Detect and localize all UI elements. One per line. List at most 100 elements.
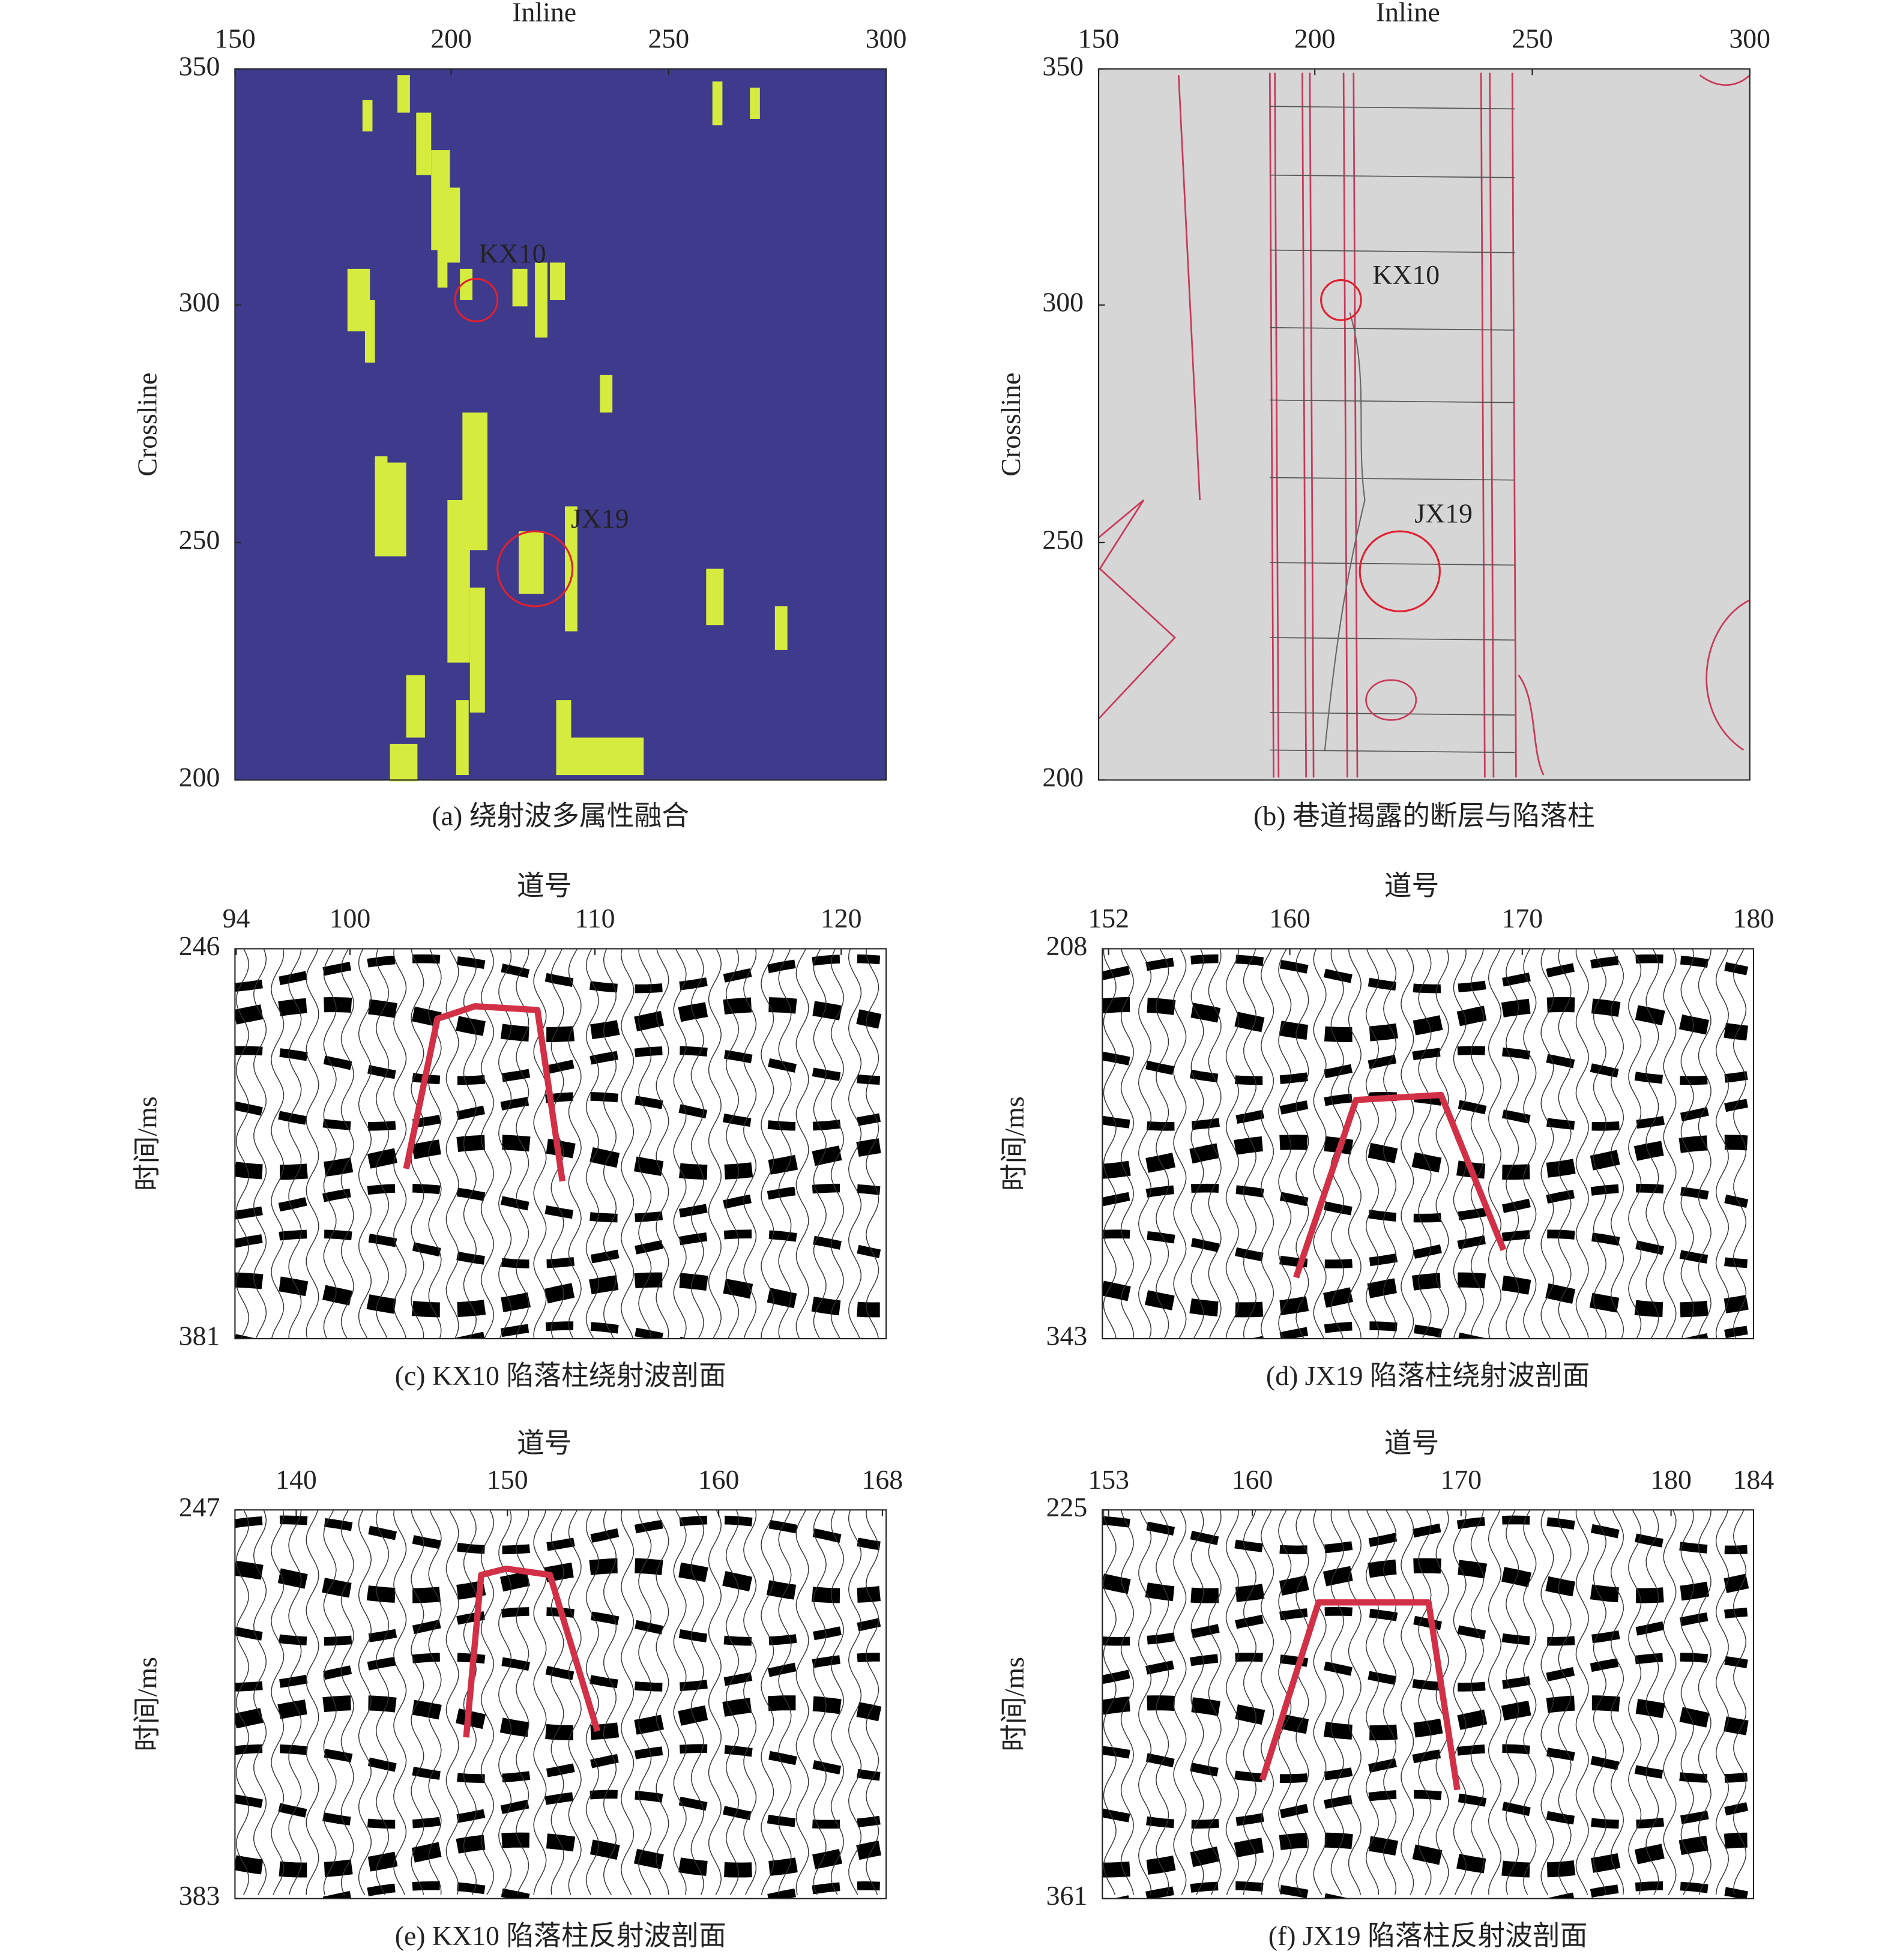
panel-frame <box>234 1509 887 1899</box>
panel-images <box>235 68 1754 1899</box>
seismic-trace <box>1663 948 1677 1339</box>
seismic-band <box>1102 1790 1749 1829</box>
attribute-patch <box>362 100 373 131</box>
y-axis-label: Crossline <box>995 373 1026 477</box>
attribute-patch <box>437 237 448 288</box>
panel-frame <box>1102 948 1755 1340</box>
seismic-trace <box>1208 1510 1222 1895</box>
seismic-trace <box>1645 948 1659 1339</box>
seismic-band <box>235 1607 881 1646</box>
seismic-trace <box>1470 1510 1485 1895</box>
roadway-line <box>1268 72 1274 778</box>
caption: (b) 巷道揭露的断层与陷落柱 <box>1253 800 1595 831</box>
seismic-trace <box>271 1510 285 1895</box>
seismic-trace <box>288 948 302 1339</box>
seismic-trace <box>445 1510 459 1895</box>
attribute-patch <box>364 300 375 363</box>
x-axis-label: 道号 <box>517 870 572 901</box>
seismic-trace <box>1173 1510 1187 1895</box>
y-tick-label: 246 <box>179 930 220 961</box>
seismic-band <box>235 1321 690 1339</box>
seismic-trace <box>1401 1510 1414 1895</box>
seismic-trace <box>1383 1510 1397 1895</box>
attribute-patch <box>774 606 788 650</box>
roadway-line <box>1270 712 1515 716</box>
y-axis-label: Crossline <box>131 373 162 477</box>
seismic-trace <box>463 1510 477 1895</box>
seismic-trace <box>673 1510 687 1895</box>
seismic-band <box>235 1046 881 1085</box>
seismic-band <box>235 954 881 994</box>
seismic-trace <box>1453 1510 1467 1895</box>
roadway-line <box>1270 477 1515 481</box>
caption: (a) 绕射波多属性融合 <box>432 800 689 831</box>
seismic-trace <box>1663 1510 1677 1895</box>
y-axis-label: 时间/ms <box>999 1096 1030 1191</box>
y-tick-label: 200 <box>1042 762 1084 792</box>
x-axis-label: 道号 <box>517 1428 572 1459</box>
marker-circle <box>1320 279 1362 321</box>
seismic-trace <box>1733 948 1747 1339</box>
seismic-trace <box>1190 1510 1204 1895</box>
seismic-trace <box>1313 948 1327 1339</box>
attribute-patch <box>406 675 425 738</box>
attribute-patch <box>375 456 388 481</box>
seismic-trace <box>358 948 372 1339</box>
y-tick-label: 383 <box>179 1880 220 1911</box>
fault-line <box>1098 499 1176 720</box>
y-tick-label: 300 <box>179 287 220 318</box>
seismic-trace <box>1225 1510 1239 1895</box>
seismic-trace <box>1190 948 1204 1339</box>
roadway-line <box>1270 749 1515 753</box>
seismic-trace <box>830 948 845 1339</box>
seismic-trace <box>1208 948 1222 1339</box>
roadway-line <box>1301 72 1307 778</box>
fault-line <box>1324 312 1366 750</box>
seismic-trace <box>795 948 809 1339</box>
seismic-trace <box>1435 1510 1449 1895</box>
seismic-trace <box>1138 1510 1152 1895</box>
seismic-trace <box>585 948 599 1339</box>
seismic-trace <box>1156 1510 1169 1895</box>
seismic-trace <box>1575 948 1589 1339</box>
roadway-line <box>1353 72 1359 778</box>
seismic-trace <box>1540 948 1554 1339</box>
attribute-patch <box>447 500 470 663</box>
attribute-patch <box>565 506 578 632</box>
seismic-trace <box>638 948 652 1339</box>
x-axis-label: 道号 <box>1384 1428 1440 1459</box>
seismic-trace <box>830 1510 845 1895</box>
roadway-line <box>1342 72 1348 778</box>
seismic-trace <box>603 1510 617 1895</box>
x-tick-label: 150 <box>1078 23 1120 53</box>
seismic-trace <box>725 1510 740 1895</box>
seismic-band <box>1102 1183 1749 1223</box>
y-tick-label: 343 <box>1046 1321 1088 1351</box>
seismic-trace <box>1628 948 1642 1339</box>
seismic-trace <box>1295 1510 1309 1895</box>
attribute-patch <box>519 531 544 594</box>
seismic-trace <box>1365 948 1380 1339</box>
seismic-band <box>1102 954 1749 994</box>
seismic-trace <box>1540 1510 1554 1895</box>
y-tick-label: 381 <box>179 1321 220 1351</box>
x-tick-label: 250 <box>648 23 689 53</box>
x-axis-label: Inline <box>512 0 576 28</box>
seismic-trace <box>1558 948 1572 1339</box>
seismic-trace <box>1401 948 1414 1339</box>
x-tick-label: 140 <box>276 1464 317 1495</box>
seismic-trace <box>1593 948 1607 1339</box>
roadway-line <box>1274 72 1280 778</box>
seismic-trace <box>568 948 582 1339</box>
seismic-band <box>235 997 882 1042</box>
attribute-patch <box>456 700 469 776</box>
x-axis-label: Inline <box>1376 0 1440 28</box>
attribute-patch <box>469 587 485 713</box>
roadway-line <box>1480 72 1486 778</box>
x-tick-label: 184 <box>1733 1464 1775 1495</box>
seismic-trace <box>533 948 547 1339</box>
seismic-trace <box>848 1510 862 1895</box>
seismic-trace <box>253 1510 267 1895</box>
collapse-outline <box>403 1003 566 1182</box>
y-axis-label: 时间/ms <box>131 1657 162 1752</box>
